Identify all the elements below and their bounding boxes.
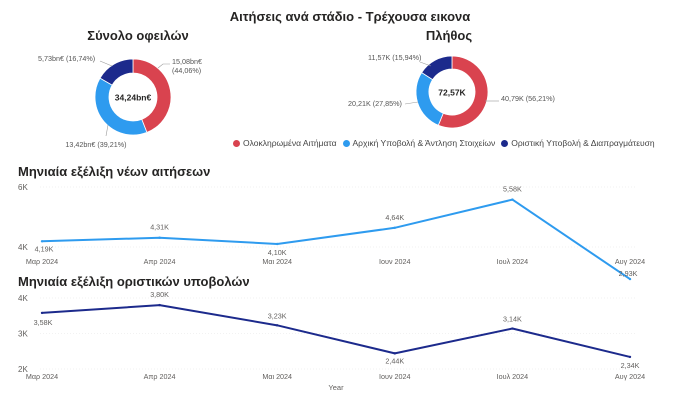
- donut-data-label: 40,79K (56,21%): [501, 94, 555, 103]
- data-point[interactable]: [393, 352, 396, 355]
- x-tick-label: Ιουν 2024: [379, 257, 411, 266]
- y-tick-label: 6K: [18, 183, 28, 192]
- data-point[interactable]: [158, 303, 161, 307]
- legend-dot-icon: [233, 139, 240, 147]
- x-tick-label: Αυγ 2024: [615, 257, 645, 266]
- donut-leader-line: [99, 60, 113, 67]
- donut-chart-debt[interactable]: 34,24bn€ 15,08bn€ (44,06%) 13,42bn€ (39,21%…: [38, 54, 202, 149]
- donut-data-label: 11,57K (15,94%): [368, 53, 421, 62]
- x-tick-label: Ιουν 2024: [379, 372, 411, 381]
- data-point[interactable]: [511, 327, 514, 330]
- line-chart-title-final: Μηνιαία εξέλιξη οριστικών υποβολών: [18, 274, 250, 289]
- donut-slice[interactable]: [415, 72, 444, 126]
- donut-slice[interactable]: [437, 55, 489, 129]
- donut-slice[interactable]: [99, 58, 134, 86]
- data-point[interactable]: [393, 226, 396, 229]
- data-label: 2,34K: [621, 361, 640, 370]
- data-label: 2,44K: [385, 356, 404, 365]
- donut-chart-count[interactable]: 72,57K 40,79K (56,21%) 20,21K (27,85%) 11,5…: [348, 53, 555, 129]
- data-label: 5,58K: [503, 185, 522, 194]
- legend-label: Αρχική Υποβολή & Άντληση Στοιχείων: [352, 138, 496, 148]
- data-label: 4,19K: [35, 244, 54, 253]
- y-tick-label: 2K: [18, 365, 28, 374]
- x-tick-label: Μαρ 2024: [26, 257, 58, 266]
- x-tick-label: Μαι 2024: [262, 257, 292, 266]
- donut-title-count: Πλήθος: [425, 28, 473, 43]
- data-point[interactable]: [40, 311, 44, 315]
- legend-item-initial[interactable]: Αρχική Υποβολή & Άντληση Στοιχείων: [342, 138, 496, 148]
- line-chart-new-applications[interactable]: 4K 6K 4,19K 4,31K 4,10K 4,64K 5,58K 2,93K Μαρ 20…: [18, 183, 645, 281]
- data-point[interactable]: [276, 324, 279, 327]
- y-tick-label: 4K: [18, 294, 28, 303]
- donut-data-label: 13,42bn€ (39,21%): [65, 140, 126, 149]
- series-line[interactable]: [41, 304, 631, 358]
- x-tick-label: Μαι 2024: [262, 372, 292, 381]
- x-tick-label: Απρ 2024: [144, 257, 176, 266]
- x-tick-label: Αυγ 2024: [615, 372, 645, 381]
- donut-leader-line: [157, 63, 170, 69]
- data-point[interactable]: [276, 242, 279, 246]
- x-tick-label: Ιουλ 2024: [497, 257, 529, 266]
- legend-label: Ολοκληρωμένα Αιτήματα: [243, 138, 337, 148]
- data-label: 4,31K: [150, 223, 169, 232]
- page-title: Αιτήσεις ανά στάδιο - Τρέχουσα εικονα: [229, 9, 471, 24]
- line-chart-title-new: Μηνιαία εξέλιξη νέων αιτήσεων: [18, 164, 211, 179]
- x-tick-label: Απρ 2024: [144, 372, 176, 381]
- data-label: 2,93K: [619, 269, 638, 278]
- legend-dot-icon: [501, 139, 509, 147]
- legend-item-final[interactable]: Οριστική Υποβολή & Διαπραγμάτευση: [501, 138, 655, 148]
- data-label: 3,58K: [34, 318, 53, 327]
- x-axis-title: Year: [328, 383, 344, 392]
- donut-center-label: 34,24bn€: [115, 93, 152, 103]
- data-point[interactable]: [511, 198, 514, 201]
- donut-leader-line: [105, 124, 109, 137]
- donut-leader-line: [419, 61, 432, 67]
- data-label: 3,14K: [503, 315, 522, 324]
- y-tick-label: 3K: [18, 330, 28, 339]
- donut-data-label: 20,21K (27,85%): [348, 99, 402, 108]
- data-point[interactable]: [158, 236, 161, 239]
- data-label: 3,23K: [268, 311, 287, 320]
- data-point[interactable]: [628, 355, 632, 359]
- donut-title-debt: Σύνολο οφειλών: [87, 28, 189, 43]
- series-line[interactable]: [41, 198, 631, 280]
- donut-center-label: 72,57K: [438, 88, 466, 98]
- data-label: 3,80K: [150, 290, 169, 299]
- donut-leader-line: [404, 101, 419, 105]
- donut-data-label: 5,73bn€ (16,74%): [38, 54, 95, 63]
- donut-data-label: 15,08bn€ (44,06%): [172, 57, 202, 75]
- data-point[interactable]: [628, 277, 632, 281]
- data-label: 4,10K: [268, 248, 287, 257]
- data-point[interactable]: [40, 240, 44, 243]
- data-label: 4,64K: [385, 213, 404, 222]
- x-tick-label: Ιουλ 2024: [497, 372, 529, 381]
- legend-dot-icon: [342, 139, 350, 147]
- line-chart-final-submissions[interactable]: 2K 3K 4K 3,58K 3,80K 3,23K 2,44K 3,14K 2,34K Μαρ …: [18, 290, 645, 392]
- donut-legend: Ολοκληρωμένα Αιτήματα Αρχική Υποβολή & Ά…: [233, 138, 655, 148]
- x-tick-label: Μαρ 2024: [26, 372, 58, 381]
- y-tick-label: 4K: [18, 243, 28, 252]
- legend-item-completed[interactable]: Ολοκληρωμένα Αιτήματα: [233, 138, 337, 148]
- legend-label: Οριστική Υποβολή & Διαπραγμάτευση: [511, 138, 655, 148]
- donut-slice[interactable]: [94, 77, 148, 136]
- donut-slice[interactable]: [421, 55, 453, 81]
